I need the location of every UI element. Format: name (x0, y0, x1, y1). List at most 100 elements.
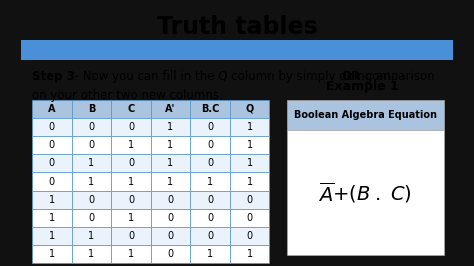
Text: 0: 0 (246, 195, 253, 205)
Bar (230, 209, 269, 227)
Text: 0: 0 (167, 231, 173, 241)
Bar (32, 136, 72, 154)
Text: 1: 1 (246, 249, 253, 259)
Text: 0: 0 (207, 158, 213, 168)
Bar (72, 172, 111, 191)
Bar (230, 136, 269, 154)
Bar (230, 118, 269, 136)
Text: Example 1: Example 1 (326, 80, 399, 93)
Text: 1: 1 (128, 249, 134, 259)
Bar (190, 245, 230, 263)
Bar (151, 172, 190, 191)
Text: $\overline{A}$$ + (B \; . \; C)$: $\overline{A}$$ + (B \; . \; C)$ (319, 180, 412, 205)
Bar (287, 100, 444, 130)
Text: 1: 1 (49, 231, 55, 241)
Bar (111, 154, 151, 172)
Text: A: A (48, 104, 55, 114)
Text: 0: 0 (88, 213, 94, 223)
Bar (230, 245, 269, 263)
Text: 0: 0 (88, 195, 94, 205)
Bar (190, 154, 230, 172)
Text: 1: 1 (49, 195, 55, 205)
Text: 0: 0 (167, 249, 173, 259)
Bar (230, 154, 269, 172)
Bar (151, 136, 190, 154)
Text: Boolean Algebra Equation: Boolean Algebra Equation (294, 110, 437, 120)
Bar (111, 172, 151, 191)
Text: 0: 0 (167, 195, 173, 205)
Bar (32, 172, 72, 191)
Text: Q: Q (246, 104, 254, 114)
Bar (151, 154, 190, 172)
Text: 0: 0 (49, 158, 55, 168)
Text: Truth tables: Truth tables (156, 15, 318, 39)
Text: 1: 1 (128, 213, 134, 223)
Bar (72, 136, 111, 154)
Bar (230, 100, 269, 118)
Text: - Now you can fill in the Q column by simply doing an: - Now you can fill in the Q column by si… (71, 70, 394, 84)
Text: 1: 1 (88, 158, 94, 168)
Bar (111, 209, 151, 227)
Text: 0: 0 (128, 231, 134, 241)
Bar (151, 100, 190, 118)
Text: 1: 1 (167, 140, 173, 150)
Bar (287, 130, 444, 255)
Bar (32, 191, 72, 209)
Text: 1: 1 (88, 231, 94, 241)
Bar (72, 118, 111, 136)
Text: 1: 1 (167, 158, 173, 168)
Bar (72, 191, 111, 209)
Bar (230, 227, 269, 245)
Text: 1: 1 (128, 140, 134, 150)
Bar (111, 191, 151, 209)
Text: 0: 0 (49, 122, 55, 132)
Text: 1: 1 (128, 177, 134, 186)
Text: 1: 1 (246, 158, 253, 168)
Text: comparison: comparison (362, 70, 435, 84)
Bar (111, 100, 151, 118)
Text: on your other two new columns.: on your other two new columns. (32, 89, 223, 102)
Bar (230, 191, 269, 209)
Bar (111, 136, 151, 154)
Text: 0: 0 (128, 195, 134, 205)
Text: 0: 0 (207, 213, 213, 223)
Text: B.C: B.C (201, 104, 219, 114)
Bar (190, 227, 230, 245)
Text: 0: 0 (167, 213, 173, 223)
Text: 1: 1 (246, 177, 253, 186)
Bar (72, 245, 111, 263)
Bar (151, 209, 190, 227)
Text: 1: 1 (167, 177, 173, 186)
Bar (151, 191, 190, 209)
Text: 1: 1 (246, 122, 253, 132)
Bar (190, 209, 230, 227)
Text: 1: 1 (88, 249, 94, 259)
Text: 1: 1 (49, 249, 55, 259)
Text: 0: 0 (128, 122, 134, 132)
Bar (111, 245, 151, 263)
Bar (190, 100, 230, 118)
Bar (151, 227, 190, 245)
Bar (190, 191, 230, 209)
Text: 0: 0 (246, 213, 253, 223)
Text: 1: 1 (167, 122, 173, 132)
Bar (190, 172, 230, 191)
Text: 0: 0 (88, 140, 94, 150)
Bar (72, 227, 111, 245)
Bar (32, 227, 72, 245)
Bar (72, 154, 111, 172)
Bar (190, 136, 230, 154)
Bar (32, 100, 72, 118)
Text: OR: OR (342, 70, 361, 84)
Text: A': A' (165, 104, 176, 114)
Bar (72, 209, 111, 227)
Bar (111, 227, 151, 245)
Text: C: C (128, 104, 135, 114)
Bar (151, 245, 190, 263)
Bar (32, 245, 72, 263)
Text: 0: 0 (246, 231, 253, 241)
Text: 0: 0 (49, 140, 55, 150)
Text: 0: 0 (207, 140, 213, 150)
Bar (111, 118, 151, 136)
Text: Step 3: Step 3 (32, 70, 75, 84)
